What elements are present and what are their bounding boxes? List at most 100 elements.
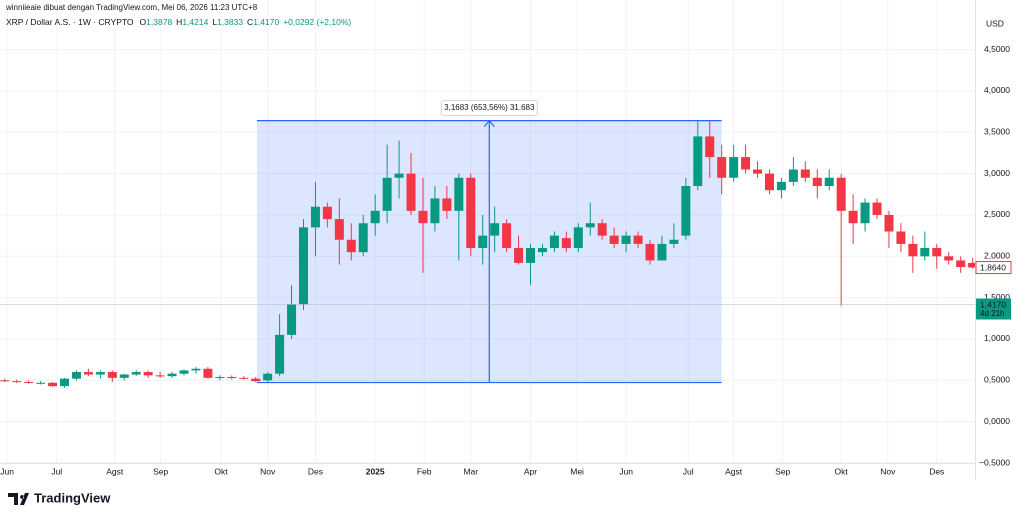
- candle-body: [83, 372, 93, 375]
- x-tick-label: Agst: [725, 466, 743, 476]
- candle-body: [597, 223, 607, 236]
- candle-body: [179, 370, 189, 374]
- header: winniieaie dibuat dengan TradingView.com…: [5, 3, 1004, 28]
- candle-body: [502, 223, 512, 249]
- ohlc-value: 1,4170: [253, 17, 279, 27]
- candle-body: [36, 382, 46, 384]
- x-tick-label: Des: [929, 466, 944, 476]
- candle-body: [298, 227, 308, 305]
- candle-body: [776, 181, 786, 191]
- candle-body: [131, 372, 141, 375]
- candle-body: [191, 368, 201, 371]
- y-tick-label: 2,0000: [984, 251, 1010, 261]
- candle-body: [836, 177, 846, 211]
- candle-body: [669, 239, 679, 244]
- x-tick-label: Sep: [775, 466, 790, 476]
- candle-body: [585, 223, 595, 228]
- candle-body: [681, 186, 691, 236]
- candle-body: [322, 206, 332, 220]
- y-tick-label: 0,0000: [984, 416, 1010, 426]
- x-tick-label: Mar: [463, 466, 478, 476]
- candle-body: [860, 202, 870, 224]
- candle-body: [394, 173, 404, 178]
- y-tick-label: 4,5000: [984, 44, 1010, 54]
- candle-body: [956, 260, 966, 268]
- candle-body: [60, 378, 70, 387]
- candle-body: [693, 136, 703, 187]
- legend: XRP / Dollar A.S. · 1W · CRYPTO O1,3878 H1…: [6, 17, 351, 27]
- candle-body: [239, 377, 249, 379]
- candle-body: [908, 243, 918, 257]
- candle-body: [872, 202, 882, 215]
- candle-body: [203, 368, 213, 378]
- candle-body: [143, 372, 153, 376]
- candle-body: [896, 231, 906, 244]
- candle-body: [968, 262, 978, 268]
- candle-body: [382, 177, 392, 211]
- candle-body: [478, 235, 488, 249]
- candle-body: [609, 235, 619, 244]
- candle-body: [12, 381, 22, 383]
- price-tag: [976, 298, 1011, 320]
- y-tick-label: 1,0000: [984, 333, 1010, 343]
- candle-body: [812, 177, 822, 187]
- x-tick-label: Feb: [417, 466, 432, 476]
- candle-body: [657, 243, 667, 261]
- candle-body: [848, 210, 858, 224]
- candle-body: [884, 214, 894, 232]
- candle-body: [275, 334, 285, 374]
- y-tick-label: 3,5000: [984, 127, 1010, 137]
- candle-body: [573, 227, 583, 249]
- candle-body: [430, 198, 440, 224]
- plot: [0, 119, 978, 388]
- x-tick-label: Nov: [880, 466, 896, 476]
- candle-body: [705, 136, 715, 158]
- candle-body: [549, 235, 559, 249]
- candle-body: [729, 157, 739, 178]
- ohlc-value: 1,3833: [217, 17, 243, 27]
- candle-body: [920, 248, 930, 257]
- x-tick-label: Okt: [835, 466, 849, 476]
- logo: TradingView: [8, 490, 111, 505]
- symbol: XRP / Dollar A.S. · 1W · CRYPTO: [6, 17, 134, 27]
- y-tick-label: 1,5000: [984, 292, 1010, 302]
- x-tick-label: Jun: [619, 466, 633, 476]
- candle-body: [346, 239, 356, 253]
- candle-body: [466, 177, 476, 249]
- x-tick-label: Jun: [0, 466, 14, 476]
- candle-body: [800, 169, 810, 178]
- x-tick-label: Agst: [106, 466, 124, 476]
- grid: [0, 0, 975, 464]
- candle-body: [824, 177, 834, 187]
- price-tag-label: 1,4170: [980, 299, 1006, 309]
- candle-body: [526, 248, 536, 263]
- candle-body: [48, 382, 58, 387]
- candle-body: [932, 248, 942, 257]
- y-tick-label: 0,5000: [984, 375, 1010, 385]
- candle-body: [537, 248, 547, 253]
- candle-body: [334, 219, 344, 240]
- currency: USD: [986, 18, 1004, 28]
- candle-body: [442, 198, 452, 211]
- price-tag: [975, 261, 1012, 275]
- price-tag-label: 1,8640: [980, 262, 1006, 272]
- candle-body: [514, 248, 524, 263]
- ohlc-value: 1,3878: [146, 17, 172, 27]
- candle-body: [490, 223, 500, 236]
- candle-body: [717, 157, 727, 178]
- price-tag-sublabel: 4d 21h: [980, 309, 1004, 318]
- ohlc-value: 1,4214: [182, 17, 208, 27]
- candle-body: [944, 256, 954, 261]
- x-tick-label: Okt: [214, 466, 228, 476]
- x-tick-label: Jul: [51, 466, 62, 476]
- credit: winniieaie dibuat dengan TradingView.com…: [5, 3, 258, 12]
- candle-body: [287, 304, 297, 335]
- candle-body: [741, 157, 751, 170]
- candle-body: [71, 372, 81, 379]
- candle-body: [263, 373, 273, 381]
- ohlc-key: L: [212, 17, 217, 27]
- candle-body: [155, 375, 165, 377]
- candle-body: [633, 235, 643, 244]
